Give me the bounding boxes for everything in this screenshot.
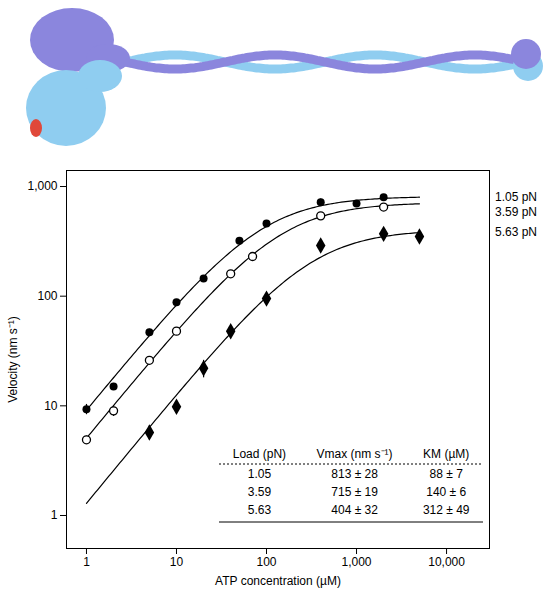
svg-text:ATP concentration (µM): ATP concentration (µM) bbox=[215, 574, 341, 588]
svg-text:1,000: 1,000 bbox=[342, 555, 372, 569]
svg-text:1.05: 1.05 bbox=[248, 467, 272, 481]
svg-text:715 ± 19: 715 ± 19 bbox=[331, 485, 378, 499]
svg-text:1,000: 1,000 bbox=[27, 179, 57, 193]
svg-text:5.63: 5.63 bbox=[248, 503, 272, 517]
svg-text:1.05 pN: 1.05 pN bbox=[495, 190, 537, 204]
svg-text:3.59: 3.59 bbox=[248, 485, 272, 499]
svg-text:Vmax (nm s⁻¹): Vmax (nm s⁻¹) bbox=[317, 447, 393, 461]
svg-text:10,000: 10,000 bbox=[428, 555, 465, 569]
svg-text:100: 100 bbox=[37, 289, 57, 303]
svg-text:100: 100 bbox=[256, 555, 276, 569]
svg-text:5.63 pN: 5.63 pN bbox=[495, 225, 537, 239]
svg-text:Velocity (nm s⁻¹): Velocity (nm s⁻¹) bbox=[6, 316, 20, 403]
svg-text:813 ± 28: 813 ± 28 bbox=[331, 467, 378, 481]
svg-text:10: 10 bbox=[44, 399, 58, 413]
svg-text:1: 1 bbox=[51, 508, 58, 522]
svg-text:Load (pN): Load (pN) bbox=[233, 447, 286, 461]
svg-text:1: 1 bbox=[83, 555, 90, 569]
svg-text:3.59 pN: 3.59 pN bbox=[495, 205, 537, 219]
svg-text:10: 10 bbox=[170, 555, 184, 569]
svg-text:404 ± 32: 404 ± 32 bbox=[331, 503, 378, 517]
svg-text:312 ± 49: 312 ± 49 bbox=[423, 503, 470, 517]
svg-text:88 ± 7: 88 ± 7 bbox=[430, 467, 464, 481]
svg-text:140 ± 6: 140 ± 6 bbox=[426, 485, 466, 499]
svg-text:KM (µM): KM (µM) bbox=[423, 447, 469, 461]
